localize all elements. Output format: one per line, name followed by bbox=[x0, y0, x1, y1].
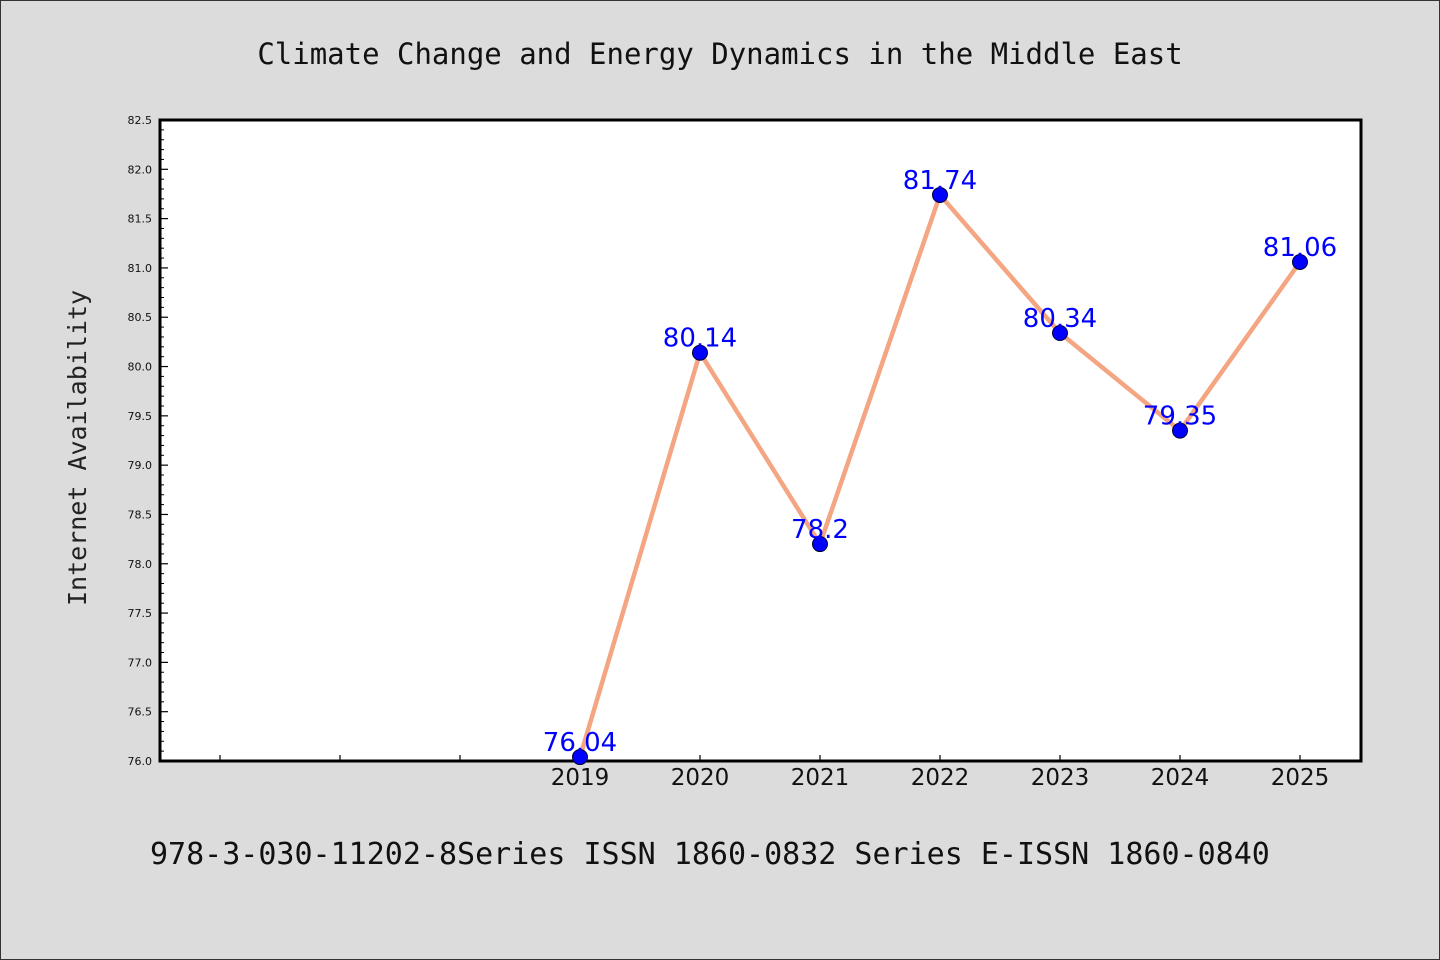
x-tick-label: 2023 bbox=[1031, 765, 1090, 791]
chart-title: Climate Change and Energy Dynamics in th… bbox=[257, 37, 1182, 71]
y-tick-label: 78.0 bbox=[128, 558, 153, 571]
data-label: 78.2 bbox=[791, 515, 849, 545]
data-point bbox=[932, 186, 948, 203]
data-label: 76.04 bbox=[543, 728, 617, 758]
data-point bbox=[1172, 422, 1188, 439]
y-tick-label: 78.5 bbox=[128, 508, 153, 521]
x-axis: 2019 2020 2021 2022 2023 2024 2025 bbox=[219, 755, 1330, 791]
y-tick-label: 80.5 bbox=[128, 311, 153, 324]
y-axis: 76.0 76.5 77.0 77.5 78.0 78.5 79.0 79.5 80.0 80.5… bbox=[128, 114, 168, 768]
data-points bbox=[572, 186, 1308, 766]
footer-text: 978-3-030-11202-8Series ISSN 1860-0832 S… bbox=[150, 837, 1270, 872]
data-label: 81.74 bbox=[903, 166, 977, 196]
x-tick-label: 2024 bbox=[1151, 765, 1210, 791]
x-tick-label: 2022 bbox=[911, 765, 970, 791]
x-tick-label: 2021 bbox=[791, 765, 850, 791]
y-axis-label: Internet Availability bbox=[63, 290, 92, 606]
y-tick-label: 76.5 bbox=[128, 706, 153, 719]
data-point bbox=[1052, 325, 1068, 342]
y-tick-label: 79.0 bbox=[128, 459, 153, 472]
y-tick-label: 79.5 bbox=[128, 410, 153, 423]
y-tick-label: 81.0 bbox=[128, 262, 153, 275]
y-tick-label: 80.0 bbox=[128, 361, 153, 374]
y-tick-label: 82.0 bbox=[128, 163, 153, 176]
data-point bbox=[812, 536, 828, 553]
data-point bbox=[1292, 254, 1308, 271]
y-tick-label: 77.5 bbox=[128, 607, 153, 620]
x-tick-label: 2025 bbox=[1271, 765, 1330, 791]
y-tick-label: 82.5 bbox=[128, 114, 153, 127]
data-label: 80.14 bbox=[663, 324, 737, 354]
data-point bbox=[572, 749, 588, 766]
data-label: 79.35 bbox=[1143, 402, 1217, 432]
y-tick-label: 81.5 bbox=[128, 213, 153, 226]
data-labels: 76.04 80.14 78.2 81.74 80.34 79.35 81.06 bbox=[543, 166, 1337, 758]
data-label: 80.34 bbox=[1023, 304, 1097, 334]
y-tick-label: 77.0 bbox=[128, 656, 153, 669]
data-point bbox=[692, 344, 708, 361]
x-tick-label: 2020 bbox=[671, 765, 730, 791]
x-tick-label: 2019 bbox=[551, 765, 610, 791]
data-label: 81.06 bbox=[1263, 233, 1337, 263]
y-tick-label: 76.0 bbox=[128, 755, 153, 768]
plot-area bbox=[158, 118, 1363, 763]
